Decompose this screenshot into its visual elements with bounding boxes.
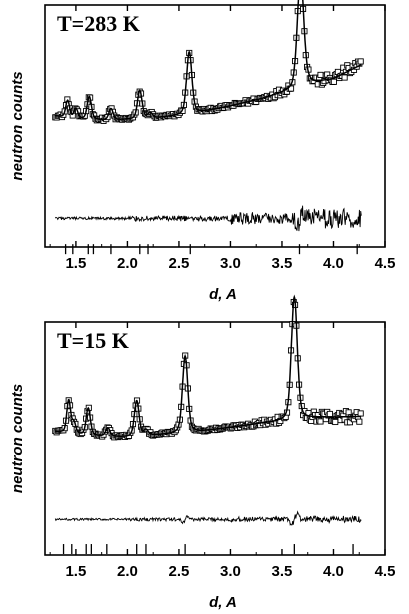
data-point [317,418,324,425]
x-tick-label: 2.5 [169,255,190,272]
data-point [341,74,348,81]
data-point [332,418,339,426]
plot-frame [44,321,386,556]
panel-title: T=283 K [57,11,140,36]
fit-line [55,294,362,437]
observed-points [52,298,364,441]
data-point [330,78,337,85]
x-tick-label: 3.0 [220,563,241,580]
x-tick-label: 2.0 [117,255,138,272]
fit-line [55,0,362,121]
x-tick-label: 3.5 [272,563,293,580]
x-tick-label: 4.5 [375,255,396,272]
x-tick-label: 2.5 [169,563,190,580]
x-tick-label: 3.0 [220,255,241,272]
x-tick-label: 4.5 [375,563,396,580]
x-tick-label: 4.0 [323,255,344,272]
difference-curve [54,510,362,526]
chart-panel-top: T=283 K 1.5 2.0 2.5 3.0 3.5 4.0 4.5 d, A neutron … [9,0,395,303]
x-tick-label: 3.5 [272,255,293,272]
x-tick-label: 4.0 [323,563,344,580]
x-tick-label: 2.0 [117,563,138,580]
y-axis-label: neutron counts [9,384,26,493]
difference-curve [54,205,362,232]
x-tick-label: 1.5 [65,563,86,580]
data-point [356,418,363,425]
data-point [326,410,333,418]
panel-title: T=15 K [57,328,129,353]
data-point [317,71,324,78]
x-axis-label: d, A [209,594,237,611]
chart-panel-bottom: T=15 K 1.5 2.0 2.5 3.0 3.5 4.0 4.5 d, A neutron c… [9,294,396,611]
x-axis-label: d, A [209,286,237,303]
plot-frame [44,4,386,248]
data-point [357,58,364,65]
y-axis-label: neutron counts [9,71,26,180]
x-tick-label: 1.5 [65,255,86,272]
data-point [357,410,364,417]
